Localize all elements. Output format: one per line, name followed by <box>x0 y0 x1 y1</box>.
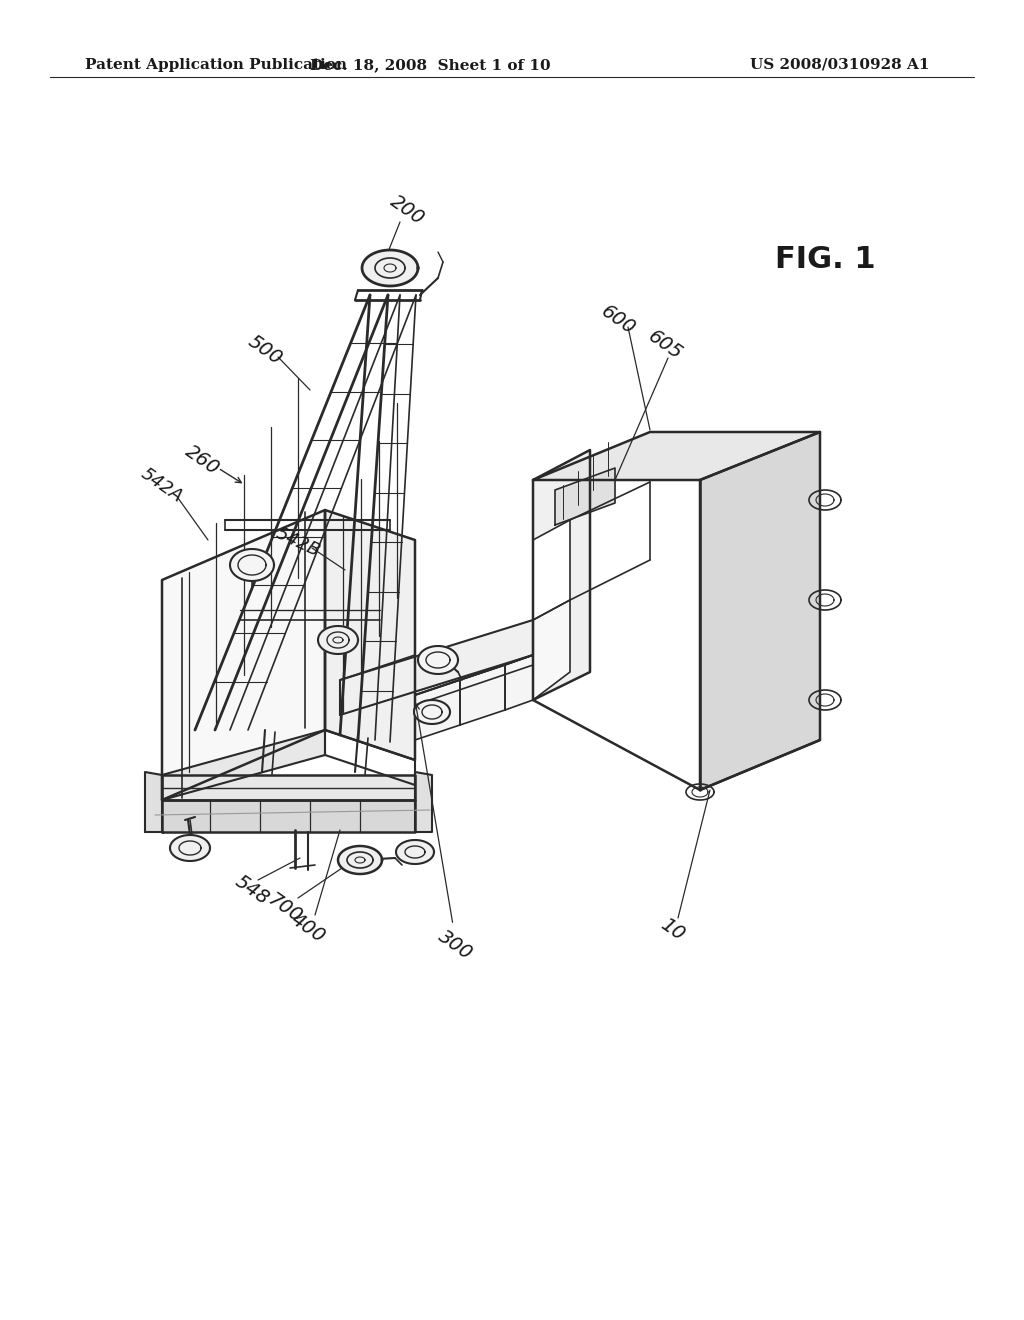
Polygon shape <box>162 510 325 800</box>
Polygon shape <box>338 846 382 874</box>
Polygon shape <box>162 800 415 832</box>
Text: 542A: 542A <box>137 465 186 506</box>
Text: 200: 200 <box>386 191 428 228</box>
Polygon shape <box>414 700 450 723</box>
Polygon shape <box>418 645 458 675</box>
Polygon shape <box>162 775 415 800</box>
Polygon shape <box>460 665 505 725</box>
Polygon shape <box>318 626 358 653</box>
Polygon shape <box>534 520 570 620</box>
Polygon shape <box>325 510 415 760</box>
Polygon shape <box>170 836 210 861</box>
Polygon shape <box>162 730 325 800</box>
Polygon shape <box>505 655 534 710</box>
Polygon shape <box>415 772 432 832</box>
Polygon shape <box>534 432 820 480</box>
Text: 600: 600 <box>597 301 639 338</box>
Text: 260: 260 <box>181 442 222 478</box>
Polygon shape <box>534 601 570 700</box>
Text: US 2008/0310928 A1: US 2008/0310928 A1 <box>751 58 930 73</box>
Polygon shape <box>362 249 418 286</box>
Polygon shape <box>700 432 820 789</box>
Text: Patent Application Publication: Patent Application Publication <box>85 58 347 73</box>
Polygon shape <box>396 840 434 865</box>
Text: 548: 548 <box>231 871 272 908</box>
Text: 300: 300 <box>434 927 476 964</box>
Text: 500: 500 <box>245 331 286 368</box>
Polygon shape <box>415 680 460 741</box>
Text: 400: 400 <box>288 909 329 946</box>
Polygon shape <box>230 549 274 581</box>
Text: 700: 700 <box>264 890 305 927</box>
Text: 605: 605 <box>644 326 686 363</box>
Text: Dec. 18, 2008  Sheet 1 of 10: Dec. 18, 2008 Sheet 1 of 10 <box>309 58 550 73</box>
Polygon shape <box>340 620 534 715</box>
Text: 10: 10 <box>656 915 687 945</box>
Text: FIG. 1: FIG. 1 <box>775 246 876 275</box>
Polygon shape <box>555 469 615 525</box>
Text: 542B: 542B <box>273 524 323 560</box>
Polygon shape <box>534 450 590 700</box>
Polygon shape <box>145 772 162 832</box>
